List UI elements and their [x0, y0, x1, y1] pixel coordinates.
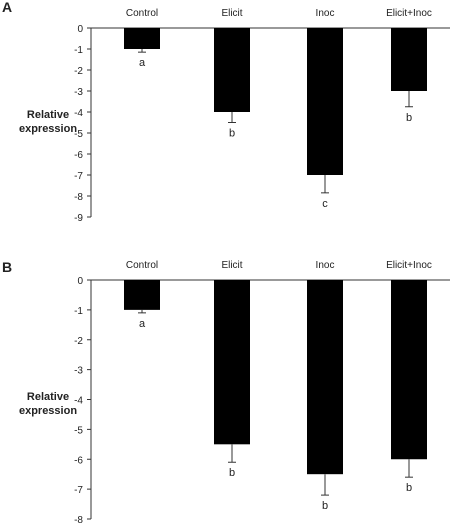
significance-letter: c: [322, 198, 328, 210]
significance-letter: a: [139, 57, 146, 69]
significance-letter: b: [229, 128, 235, 140]
panel-label: A: [2, 0, 12, 15]
category-label: Elicit: [221, 8, 242, 19]
y-tick-label: -3: [74, 366, 83, 377]
bar: [307, 280, 343, 475]
panel-label: B: [2, 259, 12, 275]
bar: [391, 280, 427, 460]
category-label: Control: [126, 8, 158, 19]
y-tick-label: -1: [74, 306, 83, 317]
bar: [124, 28, 160, 49]
y-tick-label: -2: [74, 336, 83, 347]
y-tick-label: -3: [74, 87, 83, 98]
y-axis-label: Relative: [27, 109, 69, 121]
significance-letter: b: [322, 500, 328, 512]
category-label: Elicit+Inoc: [386, 8, 432, 19]
y-tick-label: -6: [74, 150, 83, 161]
y-tick-label: -7: [74, 171, 83, 182]
y-tick-label: 0: [77, 276, 83, 287]
y-tick-label: -7: [74, 485, 83, 496]
y-tick-label: 0: [77, 24, 83, 35]
y-tick-label: -6: [74, 455, 83, 466]
significance-letter: b: [406, 112, 412, 124]
category-label: Inoc: [316, 8, 335, 19]
category-label: Inoc: [316, 260, 335, 271]
bar: [307, 28, 343, 175]
category-label: Elicit: [221, 260, 242, 271]
category-label: Elicit+Inoc: [386, 260, 432, 271]
y-axis-label: Relative: [27, 391, 69, 403]
y-axis-label: expression: [19, 405, 77, 417]
significance-letter: b: [406, 482, 412, 494]
category-label: Control: [126, 260, 158, 271]
y-tick-label: -5: [74, 129, 83, 140]
y-tick-label: -8: [74, 192, 83, 203]
significance-letter: a: [139, 318, 146, 330]
bar: [214, 280, 250, 445]
y-tick-label: -4: [74, 396, 83, 407]
y-axis-label: expression: [19, 123, 77, 135]
y-tick-label: -4: [74, 108, 83, 119]
y-tick-label: -9: [74, 213, 83, 224]
bar: [124, 280, 160, 310]
significance-letter: b: [229, 467, 235, 479]
y-tick-label: -1: [74, 45, 83, 56]
y-tick-label: -5: [74, 425, 83, 436]
y-tick-label: -8: [74, 515, 83, 526]
bar: [391, 28, 427, 91]
y-tick-label: -2: [74, 66, 83, 77]
bar: [214, 28, 250, 112]
